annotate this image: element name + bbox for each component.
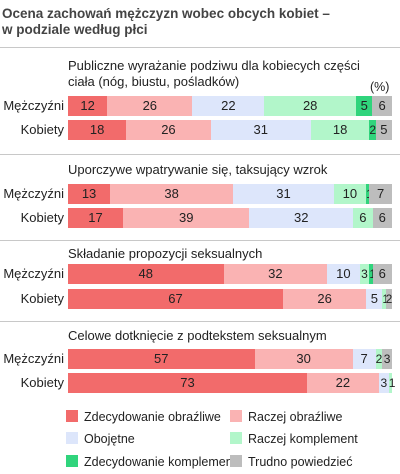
row-label: Kobiety [20, 291, 64, 306]
bar-trudno-powiedziec: 6 [372, 208, 392, 228]
section-divider [0, 240, 400, 241]
bar-raczej-komplement: 28 [264, 96, 356, 116]
bar-raczej-komplement: 10 [333, 184, 367, 204]
legend-label: Obojętne [84, 432, 135, 446]
row-label: Mężczyźni [3, 351, 64, 366]
legend-item-trudno-powiedziec: Trudno powiedzieć [230, 454, 352, 470]
bar-trudno-powiedziec: 7 [369, 184, 392, 204]
bar-zdecydowanie-komplement: 2 [369, 120, 376, 140]
legend-label: Trudno powiedzieć [248, 455, 353, 469]
bar-obojetne: 3 [378, 373, 389, 393]
bar-obojetne: 31 [210, 120, 311, 140]
bar-obojetne: 32 [249, 208, 354, 228]
section-divider [0, 154, 400, 155]
bar-zdecydowanie-obrazliwe: 73 [68, 373, 307, 393]
bar-raczej-komplement: 18 [311, 120, 370, 140]
legend-swatch [66, 410, 78, 422]
bar-raczej-obrazliwe: 26 [126, 120, 211, 140]
bar-trudno-powiedziec: 3 [382, 349, 392, 369]
bar-obojetne: 10 [327, 264, 360, 284]
bar-raczej-obrazliwe: 26 [107, 96, 193, 116]
legend-label: Raczej komplement [248, 432, 358, 446]
bar-trudno-powiedziec: 6 [372, 264, 392, 284]
section-title: Celowe dotknięcie z podtekstem seksualny… [68, 328, 327, 343]
bar-trudno-powiedziec: 2 [385, 289, 392, 309]
bar-raczej-obrazliwe: 38 [110, 184, 234, 204]
row-label: Mężczyźni [3, 98, 64, 113]
bar-raczej-komplement: 6 [353, 208, 373, 228]
bar-raczej-komplement: 2 [375, 349, 382, 369]
unit-label: (%) [370, 80, 390, 94]
section-divider [0, 47, 400, 48]
legend-swatch [230, 410, 242, 422]
bar-zdecydowanie-obrazliwe: 67 [68, 289, 283, 309]
section-divider [0, 321, 400, 322]
legend-item-raczej-obrazliwe: Raczej obraźliwe [230, 409, 342, 425]
legend-swatch [230, 432, 242, 444]
bar-raczej-komplement: 3 [359, 264, 370, 284]
legend-swatch [66, 455, 78, 467]
row-label: Kobiety [20, 375, 64, 390]
legend-swatch [230, 455, 242, 467]
row-label: Mężczyźni [3, 266, 64, 281]
bar-obojetne: 22 [192, 96, 265, 116]
legend-swatch [66, 432, 78, 444]
section-title: Składanie propozycji seksualnych [68, 246, 263, 261]
legend-item-zdecydowanie-obrazliwe: Zdecydowanie obraźliwe [66, 409, 221, 425]
bar-zdecydowanie-komplement: 5 [356, 96, 373, 116]
section-title: Uporczywe wpatrywanie się, taksujący wzr… [68, 162, 328, 177]
bar-obojetne: 7 [352, 349, 376, 369]
legend-item-obojetne: Obojętne [66, 431, 135, 447]
bar-obojetne: 31 [233, 184, 334, 204]
bar-zdecydowanie-obrazliwe: 18 [68, 120, 127, 140]
bar-zdecydowanie-obrazliwe: 17 [68, 208, 124, 228]
bar-trudno-powiedziec: 5 [375, 120, 392, 140]
bar-raczej-obrazliwe: 39 [123, 208, 250, 228]
bar-zdecydowanie-obrazliwe: 48 [68, 264, 224, 284]
section-title: Publiczne wyrażanie podziwu dla kobiecyc… [68, 58, 360, 89]
legend-label: Zdecydowanie obraźliwe [84, 410, 221, 424]
bar-trudno-powiedziec: 6 [372, 96, 392, 116]
bar-zdecydowanie-obrazliwe: 13 [68, 184, 111, 204]
bar-raczej-obrazliwe: 30 [254, 349, 353, 369]
bar-raczej-obrazliwe: 22 [306, 373, 379, 393]
bar-raczej-obrazliwe: 26 [282, 289, 367, 309]
bar-obojetne: 5 [366, 289, 383, 309]
legend-label: Zdecydowanie komplement [84, 455, 237, 469]
bar-raczej-komplement: 1 [388, 373, 395, 393]
row-label: Mężczyźni [3, 186, 64, 201]
bar-raczej-obrazliwe: 32 [223, 264, 328, 284]
legend-item-zdecydowanie-komplement: Zdecydowanie komplement [66, 454, 236, 470]
legend-item-raczej-komplement: Raczej komplement [230, 431, 358, 447]
chart-title: Ocena zachowań mężczyzn wobec obcych kob… [2, 6, 330, 37]
bar-zdecydowanie-obrazliwe: 57 [68, 349, 255, 369]
row-label: Kobiety [20, 122, 64, 137]
legend-label: Raczej obraźliwe [248, 410, 343, 424]
bar-zdecydowanie-obrazliwe: 12 [68, 96, 108, 116]
row-label: Kobiety [20, 210, 64, 225]
